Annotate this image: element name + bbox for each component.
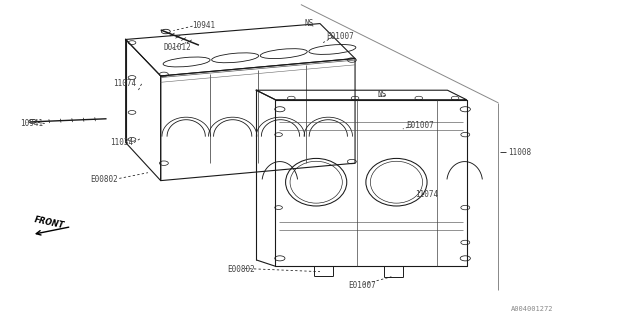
Text: D01012: D01012 (164, 43, 191, 52)
Text: E01007: E01007 (349, 281, 376, 290)
Text: A004001272: A004001272 (511, 306, 554, 312)
Text: FRONT: FRONT (33, 215, 65, 230)
Text: E01007: E01007 (326, 32, 354, 41)
Text: 10941: 10941 (193, 21, 216, 30)
Text: NS: NS (304, 19, 314, 28)
Text: 10941: 10941 (20, 119, 44, 128)
Text: 11008: 11008 (508, 148, 531, 156)
Text: E00802: E00802 (228, 265, 255, 274)
Text: E00802: E00802 (91, 174, 118, 184)
Text: 11074: 11074 (415, 190, 438, 199)
Text: 11034: 11034 (109, 138, 133, 147)
Text: 11074: 11074 (113, 79, 136, 88)
Text: NS: NS (378, 91, 387, 100)
Text: E01007: E01007 (406, 121, 434, 130)
